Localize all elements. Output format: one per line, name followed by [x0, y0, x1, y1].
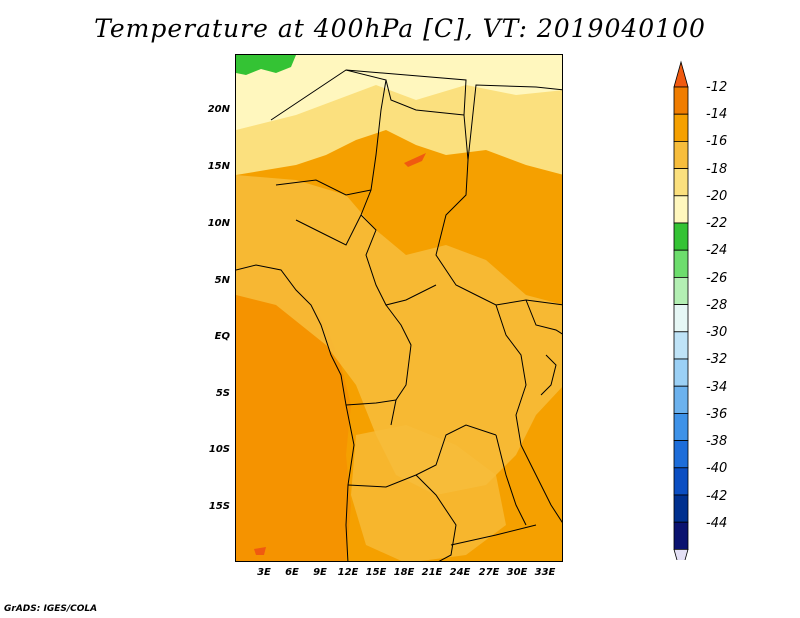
chart-title: Temperature at 400hPa [C], VT: 201904010… [94, 14, 706, 43]
lat-label-10s: 10S [208, 444, 230, 455]
temperature-field [236, 55, 562, 561]
colorbar-label: -38 [706, 434, 728, 449]
colorbar-label: -30 [706, 325, 728, 340]
colorbar-label: -26 [706, 271, 728, 286]
colorbar-label: -40 [706, 461, 728, 476]
colorbar-swatch [673, 86, 689, 115]
lon-label-30e: 30E [506, 567, 528, 578]
colorbar-label: -28 [706, 298, 728, 313]
field-18-south [351, 425, 506, 561]
lon-label-6e: 6E [285, 567, 299, 578]
colorbar-swatch [673, 331, 689, 360]
lat-label-5s: 5S [215, 388, 230, 399]
colorbar-swatch [673, 249, 689, 278]
field-18 [236, 175, 562, 495]
lon-label-27e: 27E [478, 567, 500, 578]
colorbar [673, 60, 689, 560]
colorbar-swatch [673, 168, 689, 197]
lat-label-eq: EQ [214, 331, 230, 342]
boundaries [236, 69, 562, 561]
colorbar-label: -44 [706, 516, 728, 531]
colorbar-swatch [673, 412, 689, 441]
colorbar-label: -18 [706, 162, 728, 177]
lon-label-33e: 33E [534, 567, 556, 578]
colorbar-swatch [673, 494, 689, 523]
field-22-north [236, 55, 562, 130]
colorbar-label: -36 [706, 407, 728, 422]
colorbar-label: -12 [706, 80, 728, 95]
lon-label-18e: 18E [393, 567, 415, 578]
colorbar-swatch [673, 467, 689, 496]
lat-label-10n: 10N [207, 218, 230, 229]
lon-label-9e: 9E [313, 567, 327, 578]
colorbar-swatch [673, 60, 689, 88]
colorbar-label: -20 [706, 189, 728, 204]
lon-label-21e: 21E [421, 567, 443, 578]
colorbar-swatch [673, 113, 689, 142]
colorbar-swatch [673, 304, 689, 333]
colorbar-swatch [673, 222, 689, 251]
lat-label-5n: 5N [214, 275, 230, 286]
colorbar-swatch [673, 521, 689, 550]
colorbar-swatch [673, 141, 689, 170]
colorbar-label: -34 [706, 380, 728, 395]
colorbar-label: -16 [706, 134, 728, 149]
colorbar-label: -32 [706, 352, 728, 367]
colorbar-swatch [673, 358, 689, 387]
colorbar-label: -42 [706, 489, 728, 504]
field-14-patch-south [254, 547, 266, 555]
credit-text: GrADS: IGES/COLA [4, 604, 98, 614]
lon-label-3e: 3E [257, 567, 271, 578]
colorbar-swatch [673, 548, 689, 560]
colorbar-swatch [673, 385, 689, 414]
colorbar-swatch [673, 195, 689, 224]
colorbar-swatch [673, 276, 689, 305]
lat-label-15n: 15N [207, 161, 230, 172]
colorbar-swatch [673, 440, 689, 469]
lon-label-12e: 12E [337, 567, 359, 578]
colorbar-label: -14 [706, 107, 728, 122]
field-24-patch [236, 55, 296, 75]
colorbar-label: -24 [706, 243, 728, 258]
lon-label-15e: 15E [365, 567, 387, 578]
map-panel [235, 54, 563, 562]
lat-label-15s: 15S [208, 501, 230, 512]
colorbar-label: -22 [706, 216, 728, 231]
lat-label-20n: 20N [207, 104, 230, 115]
field-14-patch-north [404, 153, 426, 167]
lon-label-24e: 24E [449, 567, 471, 578]
